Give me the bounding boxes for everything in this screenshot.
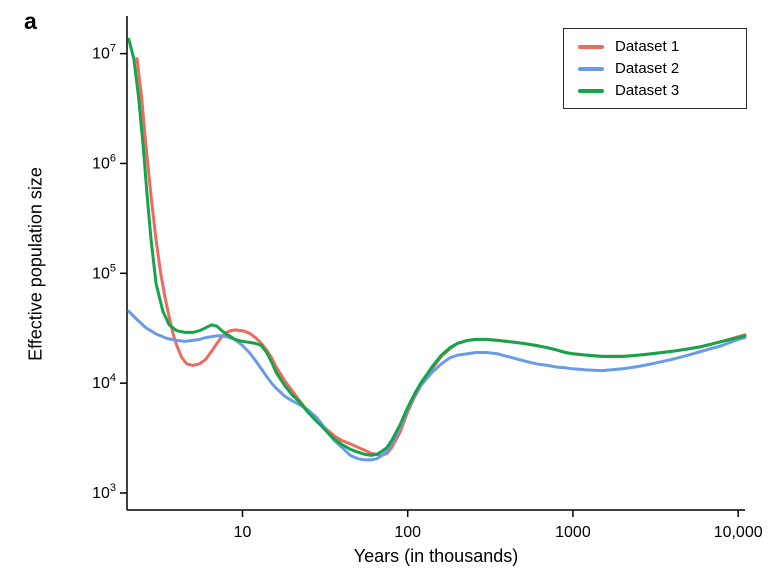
x-tick-label: 100: [394, 524, 421, 541]
series-line-dataset-1: [135, 57, 747, 457]
x-tick-label: 10: [234, 524, 252, 541]
dataset-2-line-swatch: [578, 66, 604, 71]
y-tick-label: 103: [92, 482, 116, 502]
x-tick-label: 10,000: [714, 524, 763, 541]
panel-label: a: [24, 8, 37, 34]
series-line-dataset-3: [127, 37, 747, 457]
legend-item-dataset-1: Dataset 1: [578, 38, 734, 55]
dataset-3-line-swatch: [578, 88, 604, 93]
legend-label-dataset-1: Dataset 1: [615, 38, 680, 55]
y-tick-label: 107: [92, 43, 116, 63]
x-axis-title: Years (in thousands): [353, 546, 519, 566]
legend-label-dataset-2: Dataset 2: [615, 60, 680, 77]
series-line-dataset-2: [127, 309, 747, 462]
legend-item-dataset-2: Dataset 2: [578, 60, 734, 77]
legend: Dataset 1 Dataset 2 Dataset 3: [563, 28, 747, 109]
y-tick-label: 104: [92, 372, 116, 392]
x-tick-label: 1000: [555, 524, 591, 541]
y-tick-label: 106: [92, 152, 116, 172]
y-tick-label: 105: [92, 262, 116, 282]
legend-label-dataset-3: Dataset 3: [615, 82, 680, 99]
y-axis-title: Effective population size: [25, 167, 46, 361]
dataset-1-line-swatch: [578, 44, 604, 49]
legend-item-dataset-3: Dataset 3: [578, 82, 734, 99]
